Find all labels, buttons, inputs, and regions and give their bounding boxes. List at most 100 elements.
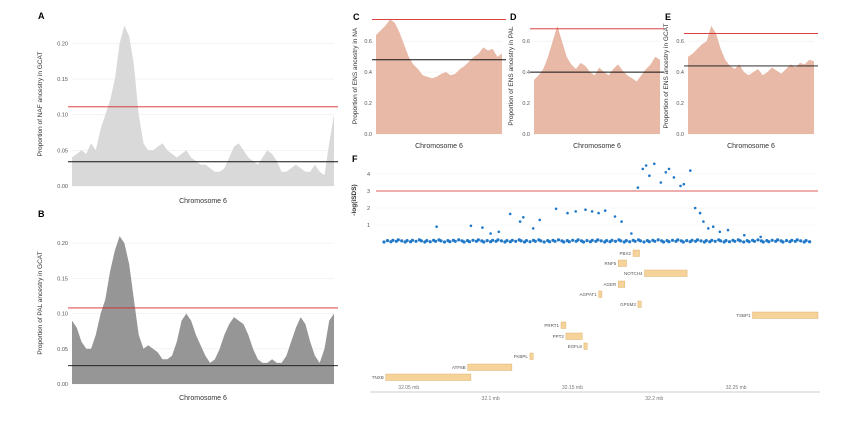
baseline-point [699, 239, 703, 243]
baseline-point [562, 240, 566, 244]
baseline-point [633, 239, 637, 243]
y-tick-label: 3 [367, 189, 370, 195]
baseline-point [724, 239, 728, 243]
baseline-point [747, 240, 751, 244]
gene-bar [467, 363, 513, 371]
x-axis-title: Chromosome 6 [179, 395, 227, 402]
y-tick-label: 0.20 [57, 41, 68, 47]
y-tick-label: 0.4 [522, 70, 530, 76]
isds-point [726, 228, 730, 232]
isds-point [743, 233, 746, 237]
baseline-point [410, 238, 415, 242]
panel-label: C [353, 12, 360, 22]
baseline-point [704, 239, 708, 243]
isds-point [489, 232, 492, 235]
baseline-point [528, 240, 532, 244]
axis-tick-label-top: 32.25 mb [726, 385, 747, 391]
baseline-point [781, 240, 785, 244]
y-axis-title: -log(iSDS) [351, 184, 358, 215]
baseline-point [471, 238, 475, 242]
gene-label: TSBP1 [736, 313, 751, 318]
isds-point [630, 232, 633, 235]
baseline-point [695, 238, 700, 242]
baseline-point [439, 239, 443, 243]
baseline-point [605, 239, 609, 243]
y-axis-title: Proportion of PAL ancestry in GCAT [37, 251, 44, 354]
y-tick-label: 0.2 [364, 101, 372, 107]
baseline-point [524, 239, 529, 243]
isds-point [693, 206, 697, 210]
baseline-point [542, 240, 546, 244]
y-tick-label: 2 [367, 206, 370, 212]
isds-point [648, 174, 651, 177]
baseline-point [727, 240, 732, 244]
y-tick-label: 0.00 [57, 184, 68, 190]
y-tick-label: 0.0 [364, 132, 372, 138]
isds-point [538, 218, 541, 222]
baseline-point [610, 238, 614, 242]
baseline-point [713, 239, 717, 243]
y-tick-label: 0.4 [364, 70, 372, 76]
gene-label: NOTCH4 [624, 271, 643, 276]
isds-point [636, 186, 640, 189]
baseline-point [405, 239, 409, 243]
baseline-point [752, 239, 757, 243]
isds-point [590, 210, 594, 213]
isds-point [711, 225, 715, 228]
baseline-point [385, 239, 390, 243]
baseline-point [485, 239, 489, 243]
isds-point [698, 211, 702, 215]
isds-point [679, 184, 682, 188]
isds-point [469, 224, 473, 228]
gene-bar [618, 280, 625, 288]
gene-label: RNF5 [605, 261, 617, 266]
baseline-point [638, 239, 643, 243]
baseline-point [428, 240, 432, 244]
y-tick-label: 0.00 [57, 382, 68, 388]
gene-label: EGFL8 [568, 344, 583, 349]
gene-label: FKBPL [514, 354, 529, 359]
baseline-point [667, 240, 671, 244]
y-axis-title: Proportion of ENS ancestry in PAL [508, 26, 515, 126]
isds-point [603, 209, 607, 212]
baseline-point [448, 240, 452, 244]
y-tick-label: 0.6 [364, 39, 372, 45]
y-tick-label: 1 [367, 223, 370, 229]
panel-label: A [38, 11, 45, 21]
y-tick-label: 4 [367, 172, 370, 178]
gene-bar [385, 373, 472, 381]
baseline-point [505, 239, 509, 243]
baseline-point [419, 239, 423, 243]
baseline-point [795, 238, 799, 242]
y-axis-title: Proportion of ENS ancestry in GCAT [663, 23, 670, 128]
baseline-point [514, 239, 518, 243]
gene-label: AGPAT1 [580, 292, 598, 297]
y-tick-label: 0.10 [57, 312, 68, 318]
y-tick-label: 0.20 [57, 241, 68, 247]
isds-point [659, 181, 663, 184]
gene-bar [560, 321, 567, 329]
ancestry-area [72, 25, 334, 186]
isds-point [481, 226, 484, 229]
baseline-point [784, 239, 789, 243]
baseline-point [539, 239, 543, 243]
gene-label: GPSM3 [620, 302, 636, 307]
baseline-point [767, 240, 771, 244]
baseline-point [647, 240, 651, 244]
isds-point [522, 216, 525, 219]
panel-b-pal-gcat: 0.00 0.05 0.10 0.15 0.20 B Proportion of PAL a… [37, 209, 338, 402]
baseline-point [476, 238, 480, 242]
baseline-point [414, 239, 418, 243]
isds-point [620, 220, 623, 223]
baseline-point [434, 239, 438, 243]
gene-bar [632, 249, 640, 257]
baseline-point [681, 240, 685, 244]
baseline-point [425, 239, 429, 243]
y-tick-label: 0.05 [57, 347, 68, 353]
x-axis-title: Chromosome 6 [727, 143, 775, 150]
y-tick-label: 0.2 [522, 101, 530, 107]
isds-point [597, 211, 600, 215]
gene-bar [637, 300, 642, 308]
baseline-point [619, 239, 623, 243]
baseline-point [742, 240, 746, 244]
